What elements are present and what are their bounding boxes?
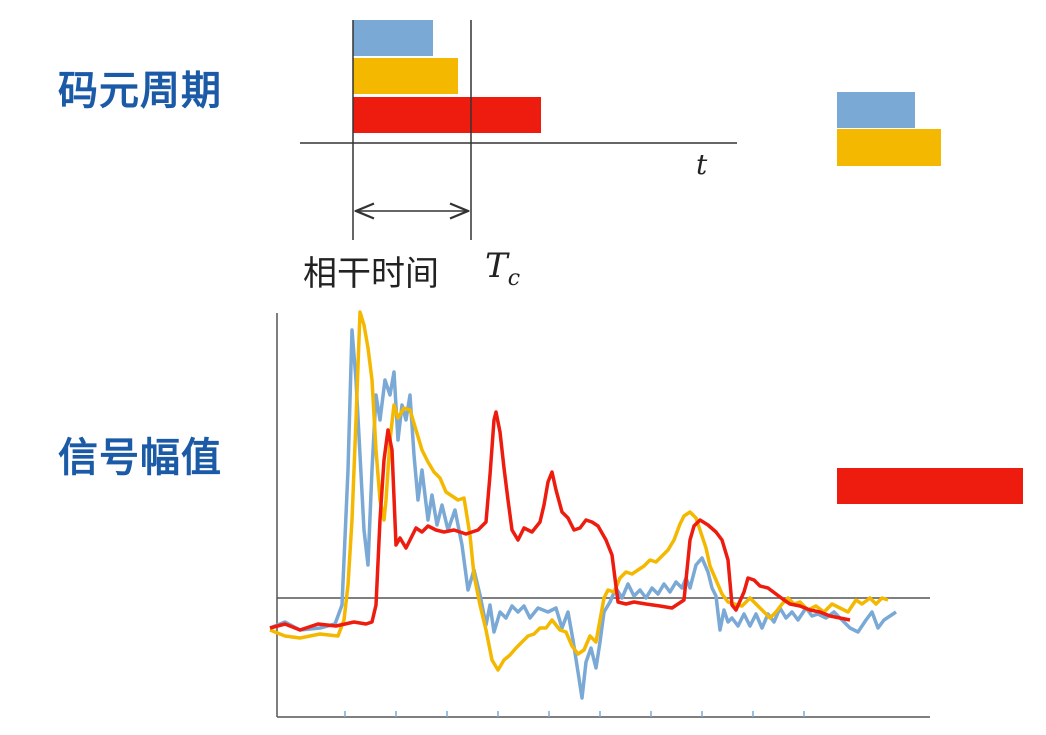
legend-bar-yellow [837, 129, 941, 166]
legend-bar-blue [837, 92, 915, 128]
signal-curve-blue [269, 328, 897, 700]
signal-curve-yellow [269, 310, 889, 672]
coherence-symbol-sub: c [507, 265, 521, 291]
symbol-bar-yellow [353, 58, 458, 94]
time-axis-label: t [696, 148, 708, 181]
x-axis-ticks [344, 711, 805, 717]
symbol-period-heading: 码元周期 [58, 68, 222, 114]
signal-curve-red [269, 410, 851, 632]
coherence-time-label: 相干时间 [303, 254, 439, 294]
coherence-symbol-main: T [485, 246, 508, 286]
coherence-time-symbol: Tc [485, 246, 520, 291]
signal-amplitude-heading: 信号幅值 [58, 435, 222, 481]
symbol-bar-blue [353, 20, 433, 56]
legend-bar-red [837, 468, 1023, 504]
symbol-bar-red [353, 97, 541, 133]
